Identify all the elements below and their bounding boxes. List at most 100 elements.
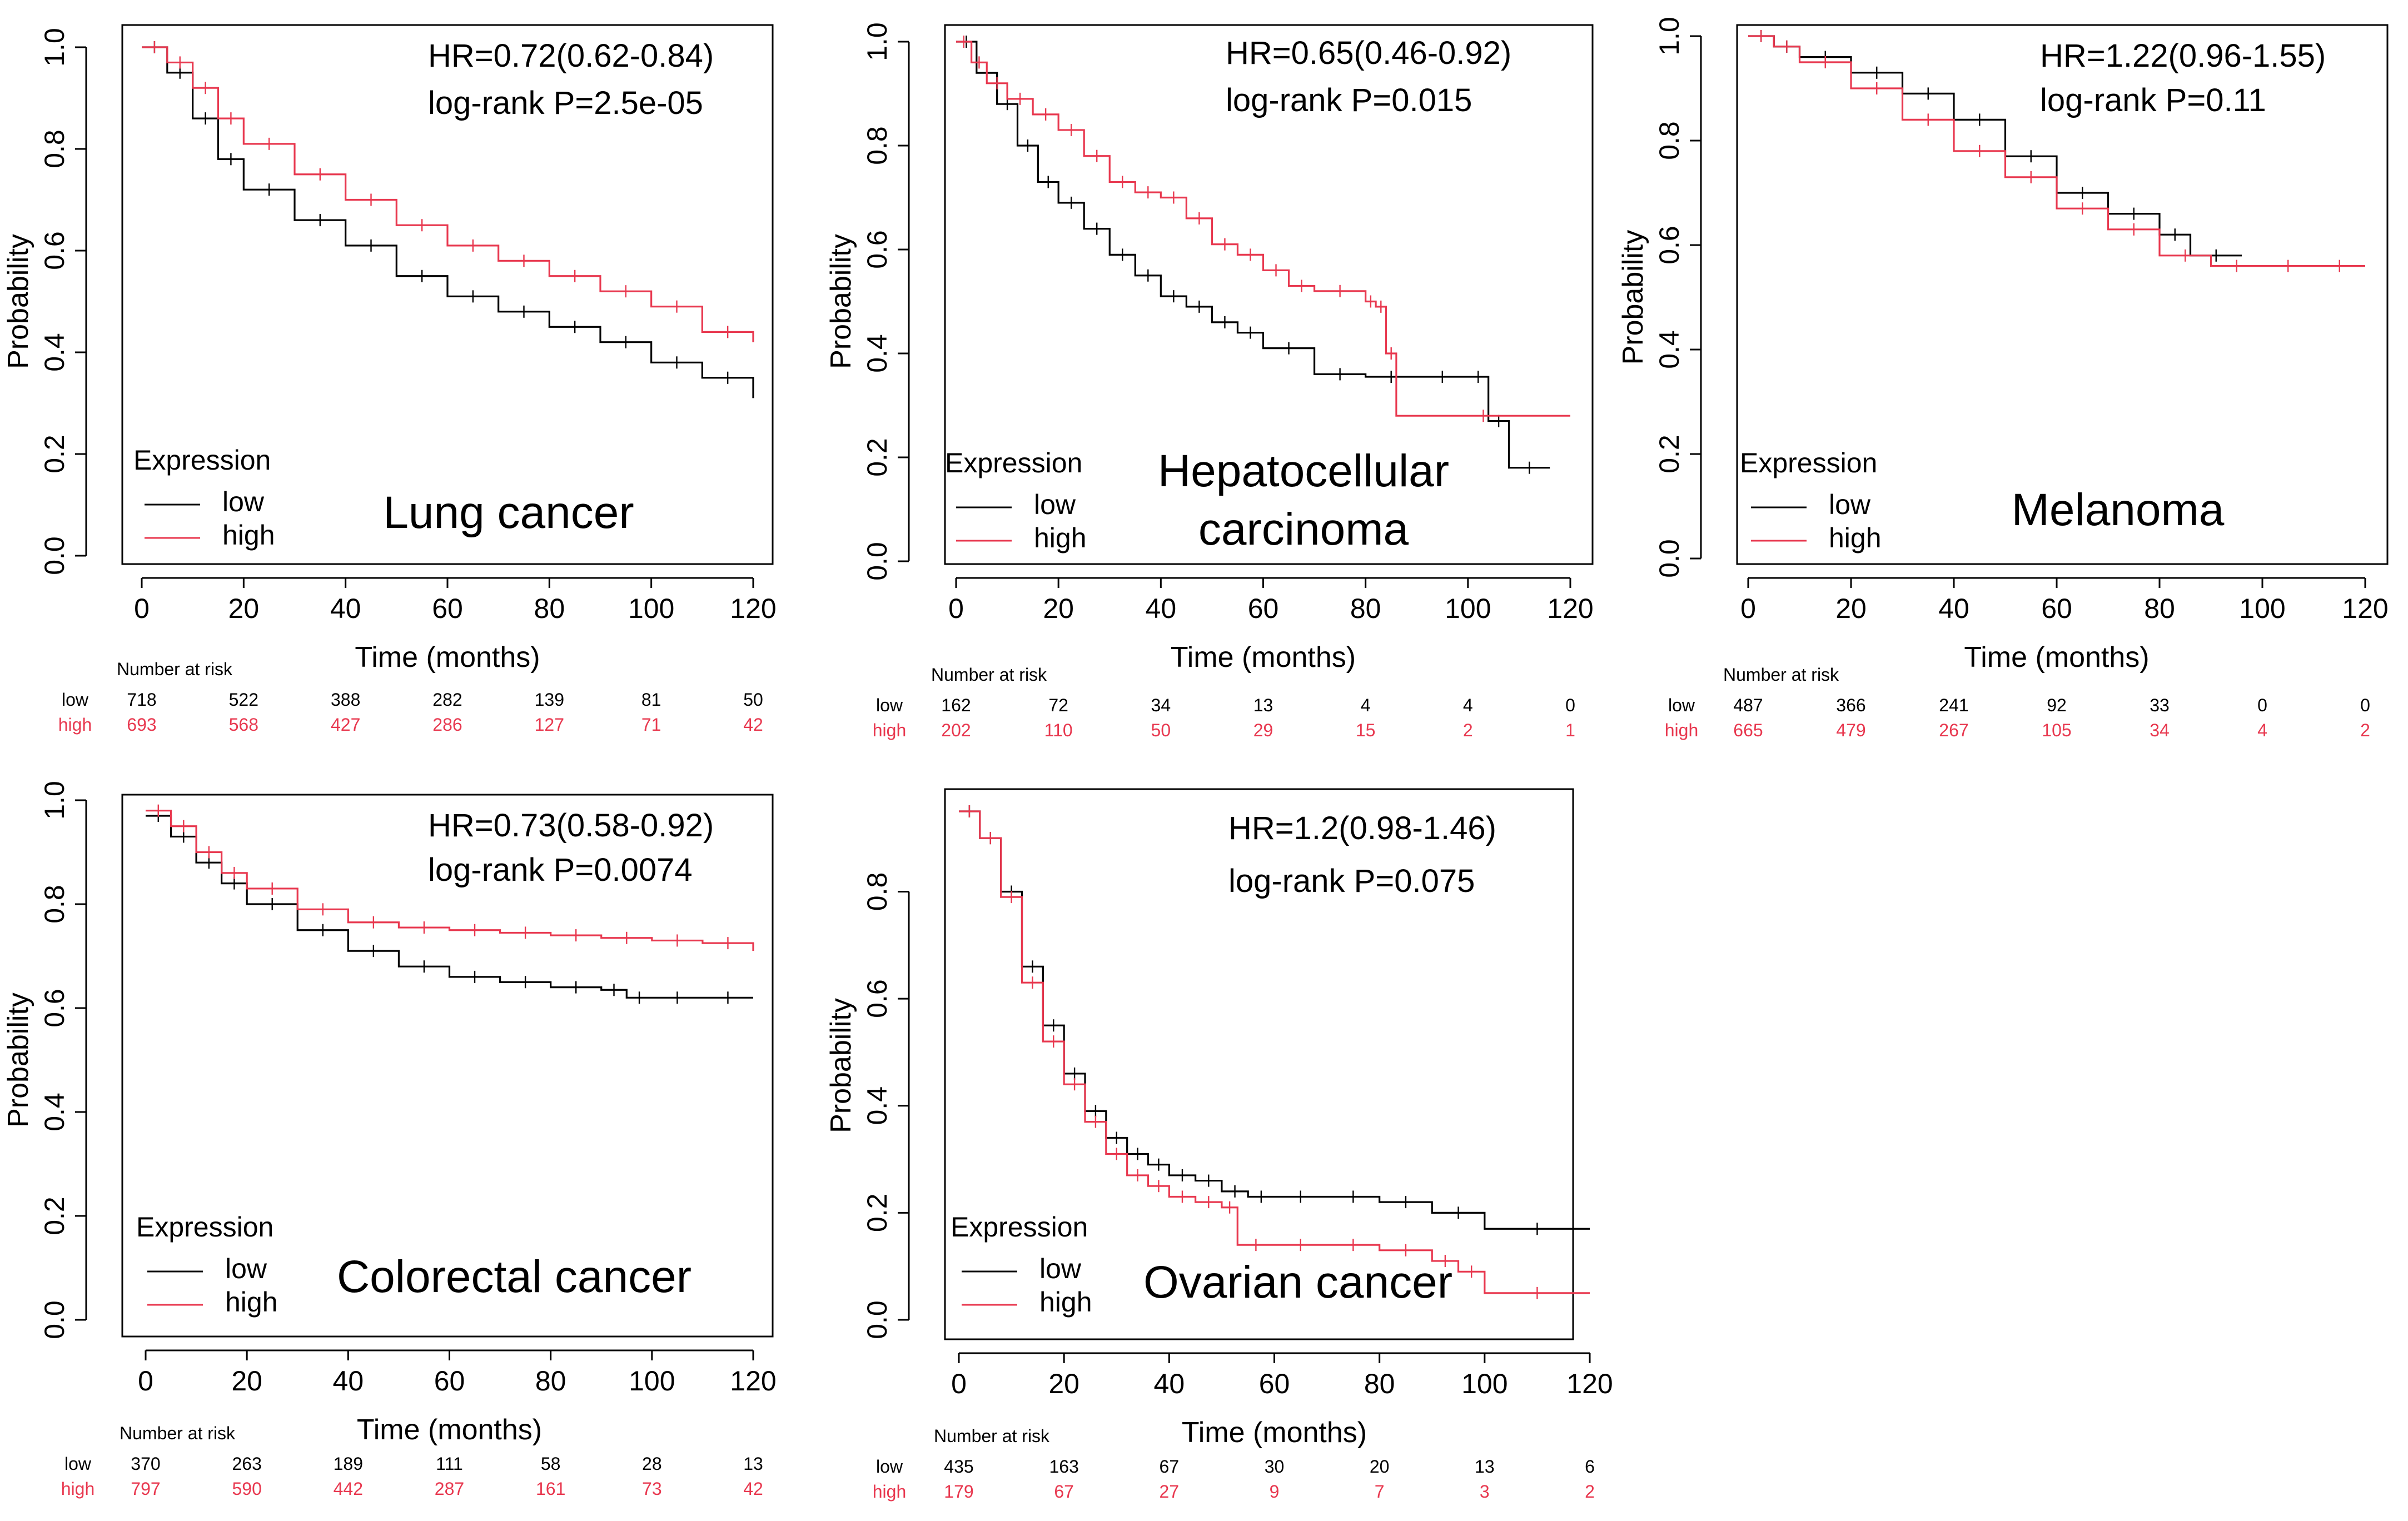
risk-count-low: 72 [1048,695,1068,715]
risk-row-label-low: low [64,1454,92,1474]
risk-count-low: 13 [1475,1457,1495,1477]
risk-count-high: 42 [743,1479,763,1499]
risk-count-high: 287 [435,1479,464,1499]
km-panel-4: 0.0 0.2 0.4 0.6 0.8 1.0 Probability 0 20 40 60 80 10… [2,781,777,1499]
risk-count-high: 427 [331,715,360,735]
risk-count-low: 28 [642,1454,662,1474]
x-tick-label: 0 [1740,593,1756,624]
x-tick-label: 120 [1566,1368,1613,1399]
legend-label-low: low [222,486,265,517]
x-axis-label: Time (months) [1964,641,2149,674]
y-tick-label: 0.8 [39,885,70,924]
survival-curve-high [142,46,754,342]
x-tick-label: 0 [138,1365,153,1397]
risk-count-low: 162 [941,695,971,715]
legend-title: Expression [951,1211,1088,1243]
risk-count-low: 487 [1733,695,1763,715]
risk-count-high: 797 [131,1479,160,1499]
legend-title: Expression [1740,447,1877,478]
risk-count-low: 435 [944,1457,973,1477]
x-tick-label: 40 [1154,1368,1185,1399]
x-tick-label: 60 [432,593,463,624]
risk-table-header: Number at risk [1723,665,1839,685]
risk-count-low: 58 [541,1454,561,1474]
y-tick-label: 0.6 [862,979,893,1018]
legend-label-low: low [225,1253,267,1284]
risk-row-label-high: high [1665,720,1699,740]
risk-count-low: 241 [1939,695,1968,715]
y-axis-label: Probability [1617,230,1649,365]
hazard-ratio: HR=1.2(0.98-1.46) [1228,810,1496,846]
y-tick-label: 0.2 [862,1194,893,1233]
risk-count-high: 442 [334,1479,363,1499]
risk-count-high: 27 [1160,1482,1180,1502]
risk-count-high: 34 [2150,720,2170,740]
y-tick-label: 0.6 [862,230,893,269]
y-tick-label: 0.4 [39,1093,70,1131]
risk-row-label-low: low [876,1457,903,1477]
risk-count-high: 286 [432,715,462,735]
risk-count-low: 263 [232,1454,261,1474]
y-tick-label: 1.0 [1654,17,1685,56]
cancer-type-label: Lung cancer [383,487,634,538]
legend-label-high: high [1034,522,1087,553]
x-tick-label: 20 [1835,593,1867,624]
x-tick-label: 60 [1259,1368,1290,1399]
risk-count-low: 81 [641,690,661,710]
y-tick-label: 0.0 [862,1300,893,1339]
risk-count-low: 4 [1463,695,1473,715]
risk-count-high: 4 [2257,720,2267,740]
x-tick-label: 40 [330,593,361,624]
survival-curve-high [146,810,754,951]
risk-count-high: 179 [944,1482,973,1502]
y-axis-label: Probability [2,993,34,1128]
x-tick-label: 120 [730,1365,776,1397]
y-tick-label: 0.8 [862,872,893,911]
risk-count-low: 50 [743,690,763,710]
x-tick-label: 40 [1938,593,1969,624]
x-tick-label: 20 [1043,593,1074,624]
risk-count-low: 67 [1160,1457,1180,1477]
risk-count-low: 6 [1585,1457,1595,1477]
risk-count-low: 20 [1370,1457,1390,1477]
risk-count-low: 33 [2150,695,2170,715]
risk-row-label-low: low [1668,695,1695,715]
x-tick-label: 80 [2144,593,2175,624]
x-tick-label: 80 [1350,593,1381,624]
risk-row-label-high: high [873,720,907,740]
y-axis-label: Probability [825,234,857,369]
log-rank-p: log-rank P=2.5e-05 [428,85,703,121]
risk-count-low: 13 [1253,695,1273,715]
risk-row-label-high: high [873,1482,907,1502]
x-tick-label: 0 [134,593,150,624]
survival-curve-low [142,46,754,398]
y-tick-label: 1.0 [39,781,70,820]
y-tick-label: 0.0 [39,1300,70,1339]
plot-frame [121,794,774,1338]
risk-count-high: 590 [232,1479,261,1499]
risk-count-low: 282 [432,690,462,710]
plot-frame [944,24,1594,565]
risk-count-high: 71 [641,715,661,735]
risk-count-low: 13 [743,1454,763,1474]
risk-count-high: 110 [1044,720,1073,740]
y-tick-label: 0.8 [862,126,893,165]
x-tick-label: 120 [1547,593,1593,624]
y-tick-label: 0.0 [1654,539,1685,578]
x-tick-label: 40 [1146,593,1177,624]
hazard-ratio: HR=0.73(0.58-0.92) [428,807,714,844]
x-tick-label: 120 [2342,593,2388,624]
risk-count-high: 15 [1356,720,1376,740]
risk-count-low: 0 [2257,695,2267,715]
plot-frame [944,788,1574,1340]
risk-count-high: 161 [536,1479,565,1499]
risk-table-header: Number at risk [120,1423,236,1443]
risk-count-low: 0 [1565,695,1575,715]
risk-count-high: 127 [535,715,564,735]
x-tick-label: 40 [333,1365,364,1397]
y-tick-label: 0.6 [1654,226,1685,265]
y-tick-label: 1.0 [862,22,893,61]
risk-count-high: 50 [1151,720,1171,740]
